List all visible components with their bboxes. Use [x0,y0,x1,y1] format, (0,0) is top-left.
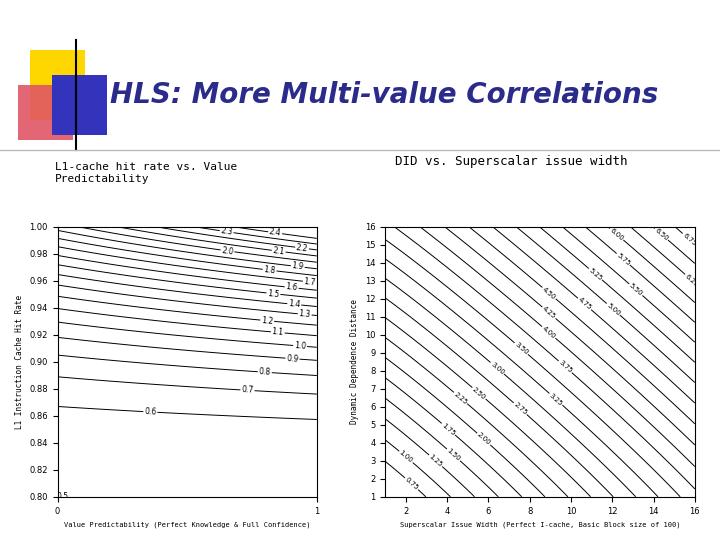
Text: 6.25: 6.25 [684,273,700,288]
Text: 0.7: 0.7 [241,386,253,395]
Text: 2.3: 2.3 [220,226,233,237]
Text: 2.4: 2.4 [269,227,282,238]
Text: 3.50: 3.50 [513,341,529,356]
Y-axis label: Dynamic Dependence Distance: Dynamic Dependence Distance [351,299,359,424]
Text: 4.25: 4.25 [541,306,557,320]
Text: 4.50: 4.50 [541,286,557,300]
Text: 2.0: 2.0 [221,246,234,256]
Text: 2.2: 2.2 [296,243,308,253]
Text: 2.00: 2.00 [476,431,492,447]
Text: 6.00: 6.00 [608,227,624,241]
Text: 5.00: 5.00 [606,302,621,317]
Text: 1.8: 1.8 [264,265,276,275]
Text: 5.75: 5.75 [616,252,631,267]
Text: 1.0: 1.0 [294,341,307,351]
Text: 1.4: 1.4 [288,299,301,309]
Text: 3.00: 3.00 [490,361,505,376]
FancyBboxPatch shape [18,85,73,140]
Text: 1.75: 1.75 [441,422,456,436]
Text: 1.25: 1.25 [428,454,444,468]
Text: 1.1: 1.1 [271,327,284,338]
FancyBboxPatch shape [30,50,85,120]
Text: 1.6: 1.6 [285,282,298,293]
Text: 0.6: 0.6 [144,407,157,417]
Text: 5.50: 5.50 [628,282,644,297]
Text: L1-cache hit rate vs. Value
Predictability: L1-cache hit rate vs. Value Predictabili… [55,162,238,184]
Text: 3.25: 3.25 [548,392,564,407]
Y-axis label: L1 Instruction Cache Hit Rate: L1 Instruction Cache Hit Rate [14,295,24,429]
Text: DID vs. Superscalar issue width: DID vs. Superscalar issue width [395,155,628,168]
X-axis label: Superscalar Issue Width (Perfect I-cache, Basic Block size of 100): Superscalar Issue Width (Perfect I-cache… [400,521,680,528]
Text: 0.5: 0.5 [57,492,69,501]
Text: 4.75: 4.75 [577,296,593,311]
Text: 5.25: 5.25 [588,267,603,281]
FancyBboxPatch shape [52,75,107,135]
Text: 0.75: 0.75 [404,476,420,491]
Text: 3.75: 3.75 [557,360,573,374]
Text: 0.8: 0.8 [258,367,271,377]
Text: 6.50: 6.50 [654,227,670,241]
Text: 2.1: 2.1 [272,246,285,256]
Text: 1.9: 1.9 [292,261,305,272]
Text: 6.75: 6.75 [682,232,697,247]
Text: 4.00: 4.00 [541,325,557,340]
Text: HLS: More Multi-value Correlations: HLS: More Multi-value Correlations [110,81,658,109]
Text: 2.75: 2.75 [513,401,528,416]
Text: 1.7: 1.7 [303,277,316,287]
Text: 0.9: 0.9 [286,354,299,363]
Text: 1.5: 1.5 [267,288,280,299]
Text: 1.50: 1.50 [446,448,462,462]
Text: 1.2: 1.2 [261,316,274,326]
Text: 2.50: 2.50 [471,386,487,401]
Text: 1.3: 1.3 [298,309,311,320]
X-axis label: Value Predictability (Perfect Knowledge & Full Confidence): Value Predictability (Perfect Knowledge … [64,521,310,528]
Text: 1.00: 1.00 [398,449,414,464]
Text: 2.25: 2.25 [453,391,468,406]
